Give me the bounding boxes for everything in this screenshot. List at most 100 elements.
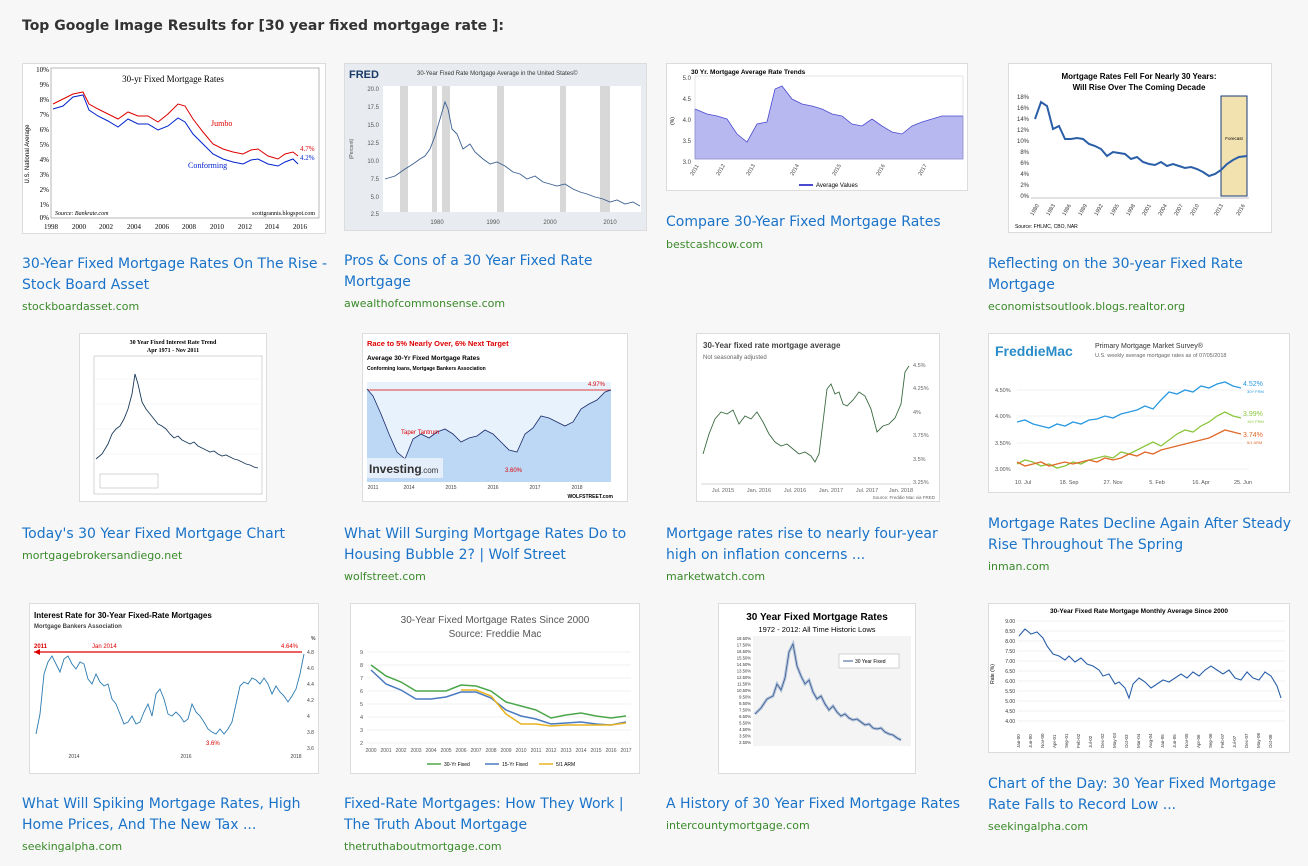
result-thumbnail[interactable]: 30-Year fixed rate mortgage average Not … xyxy=(696,333,940,502)
svg-text:7.50: 7.50 xyxy=(1005,649,1015,655)
svg-text:Oct-08: Oct-08 xyxy=(1268,734,1273,748)
svg-text:(Percent): (Percent) xyxy=(349,138,355,159)
svg-text:16%: 16% xyxy=(1017,106,1030,112)
svg-text:4.97%: 4.97% xyxy=(588,382,606,388)
result-source[interactable]: economistsoutlook.blogs.realtor.org xyxy=(988,300,1186,313)
result-source[interactable]: seekingalpha.com xyxy=(22,840,123,853)
svg-text:Apr-01: Apr-01 xyxy=(1052,734,1057,748)
result-title[interactable]: What Will Surging Mortgage Rates Do to H… xyxy=(344,526,627,563)
result-title[interactable]: A History of 30 Year Fixed Mortgage Rate… xyxy=(666,796,961,812)
svg-text:Interest Rate for 30-Year Fixe: Interest Rate for 30-Year Fixed-Rate Mor… xyxy=(34,611,212,620)
svg-text:4.8: 4.8 xyxy=(307,650,314,656)
svg-text:2011: 2011 xyxy=(531,748,542,754)
svg-text:6%: 6% xyxy=(40,126,50,134)
result-title[interactable]: 30-Year Fixed Mortgage Rates On The Rise… xyxy=(22,256,328,293)
svg-text:4.6: 4.6 xyxy=(307,666,314,672)
svg-text:Sep-06: Sep-06 xyxy=(1208,733,1213,748)
result-title[interactable]: Reflecting on the 30-year Fixed Rate Mor… xyxy=(988,256,1243,293)
result-thumbnail[interactable]: Mortgage Rates Fell For Nearly 30 Years:… xyxy=(1008,63,1272,233)
svg-text:5%: 5% xyxy=(40,141,50,149)
svg-text:4.5: 4.5 xyxy=(683,97,692,103)
svg-text:3.5: 3.5 xyxy=(683,139,692,145)
svg-text:2017: 2017 xyxy=(529,485,540,491)
result-title[interactable]: Compare 30-Year Fixed Mortgage Rates xyxy=(666,214,941,230)
svg-text:2014: 2014 xyxy=(403,485,414,491)
result-title[interactable]: Pros & Cons of a 30 Year Fixed Rate Mort… xyxy=(344,253,593,290)
result-title[interactable]: Today's 30 Year Fixed Mortgage Chart xyxy=(22,526,285,542)
svg-text:2005: 2005 xyxy=(440,748,451,754)
svg-text:10.50%: 10.50% xyxy=(737,688,751,693)
svg-text:3.75%: 3.75% xyxy=(913,433,929,439)
result-source[interactable]: intercountymortgage.com xyxy=(666,819,810,832)
svg-text:2002: 2002 xyxy=(99,223,114,231)
svg-text:2%: 2% xyxy=(40,186,50,194)
result-source[interactable]: awealthofcommonsense.com xyxy=(344,297,506,310)
result-source[interactable]: inman.com xyxy=(988,560,1050,573)
result-title[interactable]: What Will Spiking Mortgage Rates, High H… xyxy=(22,796,301,833)
svg-text:2015: 2015 xyxy=(590,748,601,754)
result-thumbnail[interactable]: FRED 30-Year Fixed Rate Mortgage Average… xyxy=(344,63,647,231)
result-thumbnail[interactable]: FreddieMac Primary Mortgage Market Surve… xyxy=(988,333,1290,493)
svg-text:Jan. 2018: Jan. 2018 xyxy=(889,488,913,494)
svg-text:2004: 2004 xyxy=(425,748,436,754)
svg-text:7%: 7% xyxy=(40,111,50,119)
result-thumbnail[interactable]: Race to 5% Nearly Over, 6% Next Target A… xyxy=(362,333,628,502)
result-source[interactable]: seekingalpha.com xyxy=(988,820,1089,833)
svg-text:18%: 18% xyxy=(1017,95,1030,101)
result-thumbnail[interactable]: 30 Year Fixed Mortgage Rates 1972 - 2012… xyxy=(718,603,916,774)
svg-text:4: 4 xyxy=(307,714,310,720)
svg-text:30Y FRM: 30Y FRM xyxy=(1247,389,1264,394)
result-source[interactable]: bestcashcow.com xyxy=(666,238,764,251)
svg-text:Jan 2014: Jan 2014 xyxy=(92,644,117,650)
svg-text:3.25%: 3.25% xyxy=(913,480,929,486)
svg-text:Jul. 2017: Jul. 2017 xyxy=(856,488,878,494)
result-source[interactable]: marketwatch.com xyxy=(666,570,766,583)
svg-text:2010: 2010 xyxy=(603,220,617,226)
svg-text:4.0: 4.0 xyxy=(683,118,692,124)
svg-text:2016: 2016 xyxy=(1236,203,1247,217)
svg-text:3.00%: 3.00% xyxy=(995,467,1011,473)
svg-text:10. Jul: 10. Jul xyxy=(1015,480,1031,486)
svg-text:10%: 10% xyxy=(36,66,49,74)
svg-text:2.50%: 2.50% xyxy=(739,740,751,745)
svg-text:2011: 2011 xyxy=(690,164,701,177)
svg-text:5.0: 5.0 xyxy=(371,195,380,201)
chart-thumbnail: FreddieMac Primary Mortgage Market Surve… xyxy=(995,342,1264,486)
svg-text:2014: 2014 xyxy=(790,163,801,177)
result-source[interactable]: stockboardasset.com xyxy=(22,300,140,313)
result-thumbnail[interactable]: 30 Year Fixed Interest Rate Trend Apr 19… xyxy=(79,333,267,502)
svg-text:Mar-04: Mar-04 xyxy=(1136,733,1141,748)
svg-text:2018: 2018 xyxy=(571,485,582,491)
svg-text:3.60%: 3.60% xyxy=(505,468,523,474)
result-thumbnail[interactable]: 30-Year Fixed Mortgage Rates Since 2000 … xyxy=(350,603,640,774)
svg-text:4.52%: 4.52% xyxy=(1243,381,1263,388)
result-source[interactable]: wolfstreet.com xyxy=(344,570,426,583)
svg-text:8.50%: 8.50% xyxy=(739,701,751,706)
result-source[interactable]: thetruthaboutmortgage.com xyxy=(344,840,502,853)
svg-text:1992: 1992 xyxy=(1094,203,1105,217)
result-thumbnail[interactable]: 30-yr Fixed Mortgage Rates U.S. National… xyxy=(22,63,326,234)
svg-text:2: 2 xyxy=(360,741,363,747)
result-title[interactable]: Mortgage Rates Decline Again After Stead… xyxy=(988,516,1292,553)
svg-text:15.50%: 15.50% xyxy=(737,656,751,661)
result-title[interactable]: Fixed-Rate Mortgages: How They Work | Th… xyxy=(344,796,624,833)
svg-text:2016: 2016 xyxy=(605,748,616,754)
result-thumbnail[interactable]: 30 Yr. Mortgage Average Rate Trends 5.0 4… xyxy=(666,63,968,191)
chart-thumbnail: Mortgage Rates Fell For Nearly 30 Years:… xyxy=(1015,72,1249,230)
result-thumbnail[interactable]: Interest Rate for 30-Year Fixed-Rate Mor… xyxy=(29,603,319,774)
svg-text:Conforming: Conforming xyxy=(188,161,227,170)
svg-text:2008: 2008 xyxy=(182,223,197,231)
chart-thumbnail: 30-yr Fixed Mortgage Rates U.S. National… xyxy=(25,66,320,231)
svg-text:4.64%: 4.64% xyxy=(281,644,299,650)
svg-text:May-08: May-08 xyxy=(1256,732,1261,748)
svg-text:WOLFSTREET.com: WOLFSTREET.com xyxy=(567,494,613,500)
result-title[interactable]: Chart of the Day: 30 Year Fixed Mortgage… xyxy=(988,776,1277,813)
svg-text:2010: 2010 xyxy=(1190,203,1201,217)
svg-text:2015: 2015 xyxy=(445,485,456,491)
result-thumbnail[interactable]: 30-Year Fixed Rate Mortgage Monthly Aver… xyxy=(988,603,1290,753)
svg-text:Feb-07: Feb-07 xyxy=(1220,733,1225,748)
result-title[interactable]: Mortgage rates rise to nearly four-year … xyxy=(666,526,938,563)
svg-text:scottgrannis.blogspot.com: scottgrannis.blogspot.com xyxy=(252,211,315,217)
result-source[interactable]: mortgagebrokersandiego.net xyxy=(22,549,183,562)
svg-text:5/1 ARM: 5/1 ARM xyxy=(556,762,575,768)
